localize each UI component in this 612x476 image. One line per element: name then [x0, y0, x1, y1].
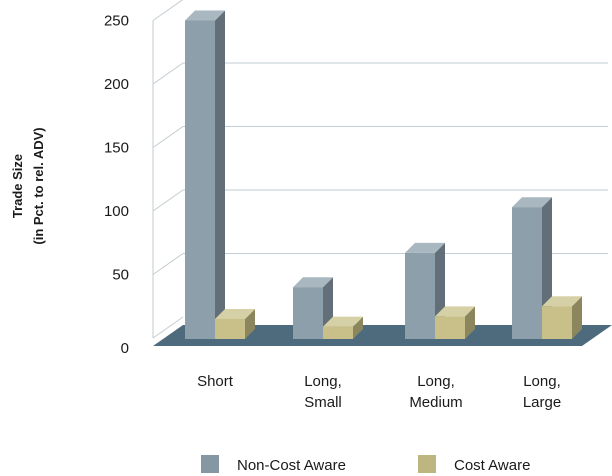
y-tick-label: 50 [112, 267, 129, 284]
grid-diagonal [152, 253, 184, 275]
bar-top [435, 306, 475, 317]
chart-bars [185, 10, 582, 339]
y-axis-ticks: 0 50 100 150 200 250 [104, 13, 129, 358]
bar-top [323, 316, 363, 327]
bar-top [512, 197, 552, 208]
chart-legend: Non-Cost Aware Cost Aware [201, 455, 530, 474]
bar-top [542, 296, 582, 307]
grid-diagonal [152, 126, 184, 148]
bar-side [353, 316, 363, 339]
y-axis-label-line: (in Pct. to rel. ADV) [31, 127, 46, 244]
bar-top [405, 242, 445, 253]
x-tick-label: Short [197, 373, 234, 390]
bar-front [512, 207, 542, 339]
bar-0-0 [185, 10, 225, 339]
bar-side [215, 10, 225, 339]
y-axis-label-line: Trade Size [10, 154, 25, 218]
bar-front [542, 306, 572, 339]
y-tick-label: 250 [104, 13, 129, 30]
legend-swatch [418, 455, 436, 473]
grid-diagonal [152, 0, 184, 21]
bar-1-0 [215, 308, 255, 339]
bar-front [405, 252, 435, 339]
bar-front [215, 318, 245, 339]
y-tick-label: 0 [121, 340, 129, 357]
bar-side [245, 308, 255, 339]
x-tick-label: Long, Medium [409, 373, 462, 411]
bar-front [435, 316, 465, 339]
x-tick-label: Long, Large [523, 373, 561, 411]
grid-diagonal [152, 189, 184, 212]
legend-swatch [201, 455, 219, 473]
y-axis-label: Trade Size (in Pct. to rel. ADV) [10, 127, 46, 244]
grid-diagonal [152, 316, 184, 339]
bar-front [323, 326, 353, 339]
bar-side [572, 296, 582, 339]
x-tick-label: Long, Small [304, 373, 342, 411]
chart-floor [153, 325, 612, 346]
bar-top [185, 10, 225, 21]
y-tick-label: 100 [104, 203, 129, 220]
bar-0-3 [512, 197, 552, 339]
bar-1-1 [323, 316, 363, 339]
bar-0-1 [293, 277, 333, 339]
grid-diagonal [152, 62, 184, 85]
bar-side [465, 306, 475, 339]
bar-top [293, 277, 333, 288]
bar-1-2 [435, 306, 475, 339]
y-tick-label: 150 [104, 140, 129, 157]
bar-front [293, 287, 323, 339]
x-axis-ticks: Short Long, Small Long, Medium Long, Large [197, 373, 561, 411]
bar-front [185, 20, 215, 339]
floor-plane [153, 325, 612, 346]
bar-1-3 [542, 296, 582, 339]
legend-label: Non-Cost Aware [237, 457, 346, 474]
y-tick-label: 200 [104, 76, 129, 93]
bar-top [215, 308, 255, 319]
legend-label: Cost Aware [454, 457, 530, 474]
